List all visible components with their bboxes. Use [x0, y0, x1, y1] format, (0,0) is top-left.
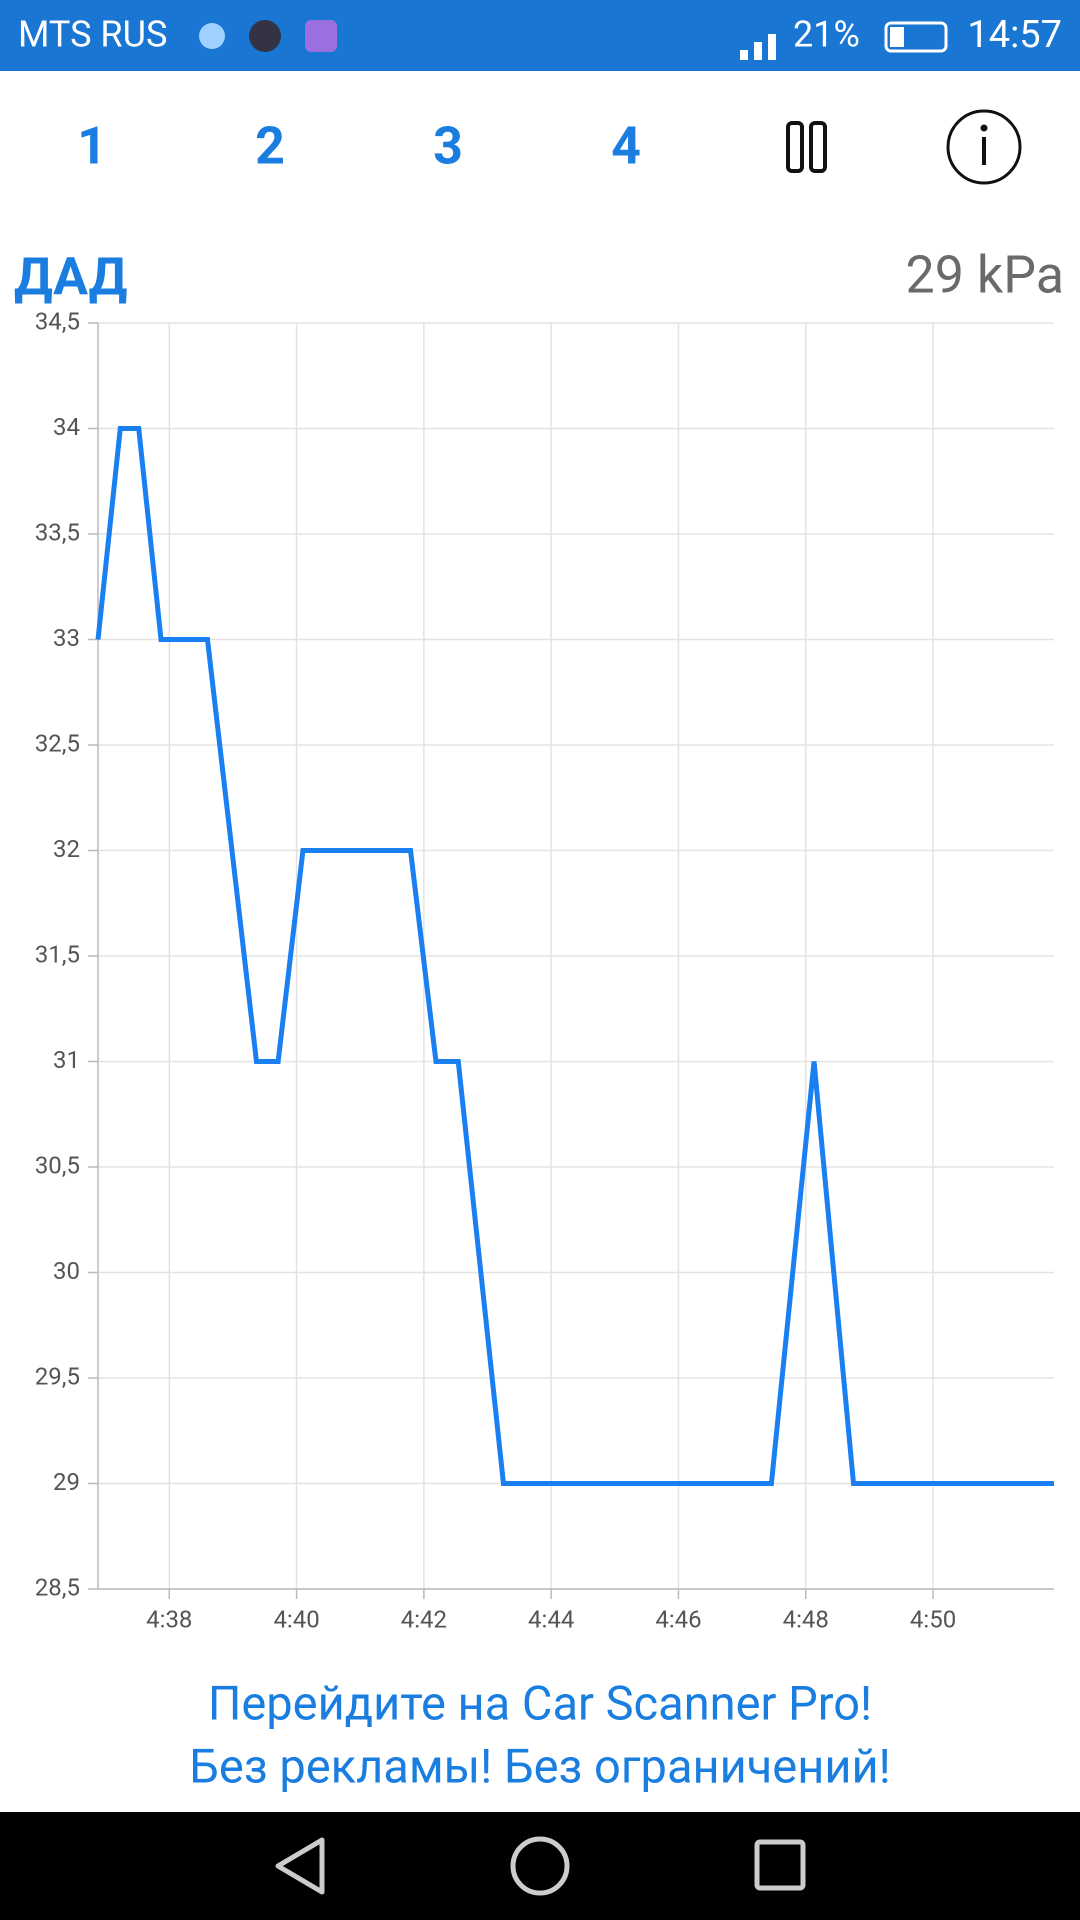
y-tick-label: 30,5: [35, 1151, 80, 1179]
tab[interactable]: 2: [255, 116, 285, 177]
tab[interactable]: 3: [433, 116, 463, 177]
chart: 28,5 29 29,5 30 30,5 31 31,5 32 32,5 33 33,5 34 34,5…: [35, 307, 1054, 1633]
y-tick-label: 31: [53, 1046, 80, 1074]
back-button[interactable]: [275, 1837, 325, 1895]
info-button[interactable]: [946, 109, 1022, 185]
y-tick-label: 32,5: [35, 729, 80, 757]
data-line: [95, 426, 1054, 1486]
status-icon: [305, 20, 337, 52]
x-tick-label: 4:46: [655, 1605, 701, 1633]
y-tick-label: 33: [53, 624, 80, 652]
y-tick-label: 32: [53, 835, 80, 863]
info-circle: [946, 109, 1022, 185]
y-tick-label: 28,5: [35, 1573, 80, 1601]
battery-level: [890, 27, 904, 47]
y-tick-label: 34: [53, 413, 80, 441]
x-tick-label: 4:44: [528, 1605, 574, 1633]
status-icon: [199, 23, 225, 49]
pause-button[interactable]: [786, 121, 827, 173]
battery-icon: [884, 21, 948, 53]
clock: 14:57: [967, 13, 1062, 57]
x-tick-label: 4:38: [146, 1605, 192, 1633]
chart-title: ДАД: [14, 247, 128, 308]
pause-bar: [786, 121, 804, 173]
recents-button[interactable]: [754, 1839, 806, 1891]
x-tick-label: 4:40: [273, 1605, 319, 1633]
nav-bar: [0, 1812, 1080, 1920]
pause-bar: [809, 121, 827, 173]
y-tick-label: 33,5: [35, 518, 80, 546]
info-dot: [980, 124, 988, 132]
y-tick-label: 30: [53, 1257, 80, 1285]
y-tick-label: 31,5: [35, 940, 80, 968]
y-tick-label: 34,5: [35, 307, 80, 335]
x-tick-label: 4:42: [401, 1605, 447, 1633]
signal-icon: [740, 34, 776, 60]
tab[interactable]: 4: [611, 116, 641, 177]
y-tick-label: 29,5: [35, 1362, 80, 1390]
tab-bar: 1 2 3 4: [77, 116, 641, 177]
x-tick-label: 4:50: [910, 1605, 956, 1633]
promo-line[interactable]: Без рекламы! Без ограничений!: [189, 1739, 890, 1794]
home-button[interactable]: [510, 1836, 570, 1896]
promo-line[interactable]: Перейдите на Car Scanner Pro!: [208, 1676, 872, 1731]
x-tick-label: 4:48: [783, 1605, 829, 1633]
tab[interactable]: 1: [77, 116, 107, 177]
battery-percent: 21%: [793, 14, 860, 56]
current-value: 29 kPa: [905, 245, 1064, 306]
carrier: MTS RUS: [18, 14, 167, 56]
status-icon: [249, 20, 281, 52]
y-tick-label: 29: [53, 1468, 80, 1496]
info-stem: [982, 137, 986, 165]
